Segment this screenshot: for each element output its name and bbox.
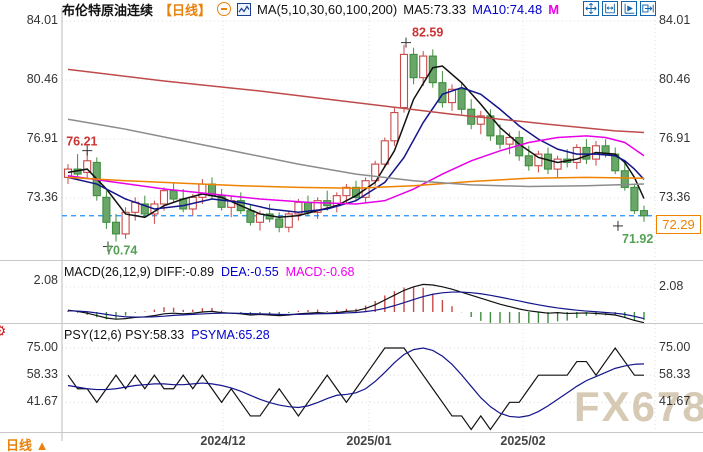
macd-axis-label: 2.08	[33, 273, 58, 288]
period-selector[interactable]: 日线 ▲	[6, 435, 49, 452]
period-tag: 【日线】	[159, 2, 212, 18]
price-axis-label: 76.91	[659, 131, 691, 145]
date-axis-label: 2024/12	[200, 434, 246, 448]
psy-panel-header: PSY(12,6) PSY:58.33 PSYMA:65.28	[64, 328, 270, 342]
price-axis-label: 80.46	[659, 72, 691, 86]
jump-end-icon[interactable]	[640, 1, 656, 16]
psy-params-label: PSY(12,6)	[64, 328, 122, 342]
macd-params-label: MACD(26,12,9)	[64, 265, 151, 279]
chart-toolbar	[583, 1, 656, 16]
price-axis-label: 80.46	[26, 72, 58, 86]
minus-circle-icon[interactable]	[217, 2, 232, 16]
ma-params-label: MA(5,10,30,60,100,200)	[257, 1, 398, 17]
ma10-readout: MA10:74.48	[472, 1, 543, 17]
macd-panel-header: MACD(26,12,9) DIFF:-0.89 DEA:-0.55 MACD:…	[64, 265, 354, 279]
watermark: FX678	[574, 383, 703, 430]
gear-icon[interactable]: ⚙	[0, 322, 6, 340]
psy-readout: PSY:58.33	[125, 328, 185, 342]
psy-axis-label: 58.33	[659, 367, 691, 382]
psy-axis-label: 58.33	[26, 367, 58, 382]
price-axis-label: 76.91	[26, 131, 58, 145]
price-marker-low: 71.92	[622, 232, 653, 246]
date-axis-label: 2025/02	[500, 434, 546, 448]
pan-icon[interactable]	[583, 1, 599, 16]
date-axis-label: 2025/01	[346, 434, 392, 448]
macd-dea-readout: DEA:-0.55	[221, 265, 279, 279]
macd-macd-readout: MACD:-0.68	[285, 265, 355, 279]
psy-axis-label: 41.67	[26, 394, 58, 409]
chart-type-icon[interactable]	[237, 2, 252, 16]
last-price-badge: 72.29	[656, 215, 701, 234]
psy-axis-label: 41.67	[659, 394, 691, 409]
price-marker-high: 76.21	[66, 135, 97, 149]
psy-axis-label: 75.00	[659, 340, 691, 354]
psyma-readout: PSYMA:65.28	[191, 328, 270, 342]
instrument-title: 布伦特原油连续	[62, 2, 154, 18]
price-axis-label: 84.01	[26, 13, 58, 27]
macd-axis-label: 2.08	[659, 279, 684, 294]
period-selector-label: 日线	[6, 438, 33, 452]
fit-scale-icon[interactable]	[602, 1, 618, 16]
psy-axis-label: 75.00	[26, 340, 58, 354]
macd-diff-readout: DIFF:-0.89	[154, 265, 215, 279]
triangle-up-icon: ▲	[35, 438, 49, 452]
ma30-readout-truncated: M	[548, 1, 560, 17]
price-axis-label: 73.36	[659, 190, 691, 204]
price-axis-label: 73.36	[26, 190, 58, 204]
price-marker-high: 82.59	[412, 26, 443, 40]
chart-header: 布伦特原油连续 【日线】 MA(5,10,30,60,100,200) MA5:…	[62, 1, 560, 18]
step-forward-icon[interactable]	[621, 1, 637, 16]
ma5-readout: MA5:73.33	[403, 1, 467, 17]
price-marker-low: 70.74	[106, 244, 137, 258]
price-axis-label: 84.01	[659, 13, 691, 27]
